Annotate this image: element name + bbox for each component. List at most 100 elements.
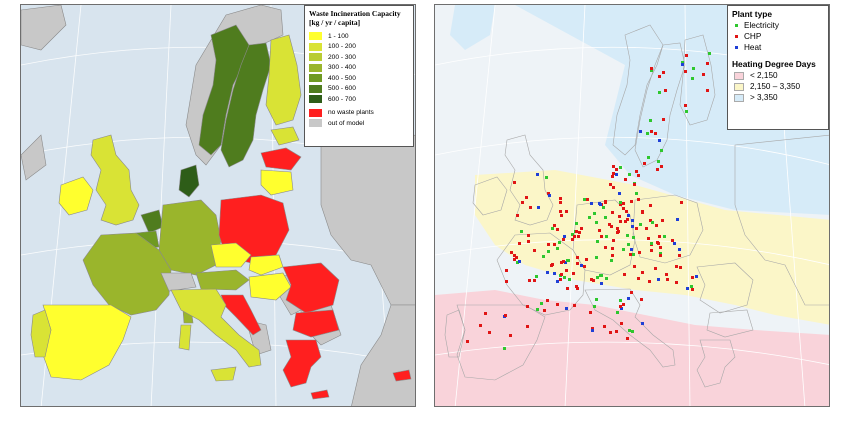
hdd-items: < 2,150 2,150 – 3,350 > 3,350: [732, 70, 824, 103]
plant-type-item: Heat: [732, 42, 824, 53]
plant-marker: [559, 196, 562, 200]
legend-swatch: [309, 84, 322, 93]
plant-marker: [517, 260, 521, 264]
plant-marker: [550, 227, 554, 231]
plant-marker: [655, 167, 659, 171]
plant-marker: [546, 242, 550, 246]
plant-marker: [659, 245, 663, 249]
plant-marker: [609, 331, 613, 335]
plant-marker: [670, 239, 674, 243]
hdd-label: > 3,350: [750, 93, 778, 102]
plant-marker: [611, 247, 615, 251]
plant-marker: [635, 192, 638, 196]
plant-marker: [637, 250, 641, 254]
slovakia: [248, 254, 284, 276]
legend-label: 600 - 700: [328, 95, 356, 103]
plant-marker: [603, 245, 607, 249]
plant-marker: [684, 54, 688, 58]
plant-marker: [580, 226, 584, 230]
plant-marker: [619, 307, 623, 310]
plant-marker: [589, 311, 593, 314]
plant-marker: [527, 239, 531, 243]
plant-marker: [627, 328, 631, 332]
plant-marker: [559, 213, 563, 217]
plant-marker: [681, 61, 685, 65]
plant-marker: [521, 201, 525, 204]
plant-marker: [692, 66, 696, 70]
plant-marker: [590, 277, 594, 281]
cyprus: [392, 369, 412, 382]
plant-marker: [612, 186, 615, 190]
legend-swatch: [309, 95, 322, 104]
plant-marker: [641, 211, 645, 215]
plant-marker: [611, 211, 615, 214]
plant-marker: [612, 164, 616, 168]
plant-marker: [636, 174, 640, 178]
plant-marker: [546, 192, 550, 196]
plant-marker: [504, 314, 507, 317]
hdd-label: 2,150 – 3,350: [750, 82, 801, 91]
plant-marker: [610, 258, 614, 262]
plant-marker: [708, 51, 712, 55]
plant-marker: [647, 237, 651, 241]
hdd-item: < 2,150: [732, 70, 824, 81]
plant-marker: [648, 218, 652, 222]
plant-marker: [616, 231, 620, 235]
czech: [210, 242, 252, 268]
plant-marker: [603, 200, 607, 204]
country-outlines: [444, 24, 829, 388]
plant-marker: [466, 339, 470, 343]
legend-title: Waste Incineration Capacity: [309, 9, 401, 18]
plant-marker: [663, 235, 667, 238]
plant-marker: [659, 254, 662, 258]
plant-marker: [561, 259, 565, 263]
plant-marker: [532, 279, 536, 283]
plant-type-label: Electricity: [744, 21, 780, 30]
legend-label: 100 - 200: [328, 43, 356, 51]
plant-marker: [488, 331, 492, 334]
plant-marker: [657, 159, 661, 163]
plant-marker: [663, 89, 667, 93]
legend-label: 1 - 100: [328, 32, 349, 40]
legend-units: [kg / yr / capita]: [309, 18, 361, 27]
plant-marker: [611, 253, 614, 257]
plant-type-items: Electricity CHP Heat: [732, 20, 824, 53]
plant-marker: [595, 220, 599, 224]
plant-marker: [510, 250, 514, 254]
plant-marker: [691, 275, 695, 279]
legend-label: out of model: [328, 119, 365, 127]
plant-marker: [594, 297, 598, 301]
plant-marker: [565, 258, 569, 262]
plant-marker: [649, 248, 653, 252]
plant-marker: [658, 138, 662, 142]
hdd-item: 2,150 – 3,350: [732, 81, 824, 92]
portugal: [30, 309, 52, 358]
plant-marker: [556, 247, 560, 251]
plant-marker: [647, 280, 651, 284]
legend-item: 500 - 600: [309, 84, 409, 95]
plant-marker: [524, 196, 528, 200]
legend-label: 500 - 600: [328, 85, 356, 93]
plant-marker: [513, 180, 516, 184]
plant-marker: [559, 209, 563, 213]
plant-marker: [520, 230, 523, 234]
plant-marker: [631, 236, 635, 240]
plant-marker: [636, 277, 640, 281]
plant-marker: [558, 274, 562, 278]
plant-marker: [624, 210, 628, 214]
plant-marker: [610, 224, 614, 228]
plant-marker: [631, 219, 635, 222]
plant-marker: [562, 238, 565, 241]
plant-marker: [653, 132, 657, 135]
plant-marker: [622, 201, 626, 205]
plant-marker: [684, 69, 688, 73]
plant-type-label: CHP: [744, 32, 762, 41]
plant-marker: [559, 260, 563, 264]
plant-marker: [553, 243, 557, 247]
hdd-label: < 2,150: [750, 71, 778, 80]
plant-marker: [575, 255, 579, 259]
romania: [282, 262, 340, 314]
plant-marker: [639, 223, 642, 226]
capacity-legend: Waste Incineration Capacity [kg / yr / c…: [304, 5, 414, 147]
plant-marker: [690, 288, 694, 292]
